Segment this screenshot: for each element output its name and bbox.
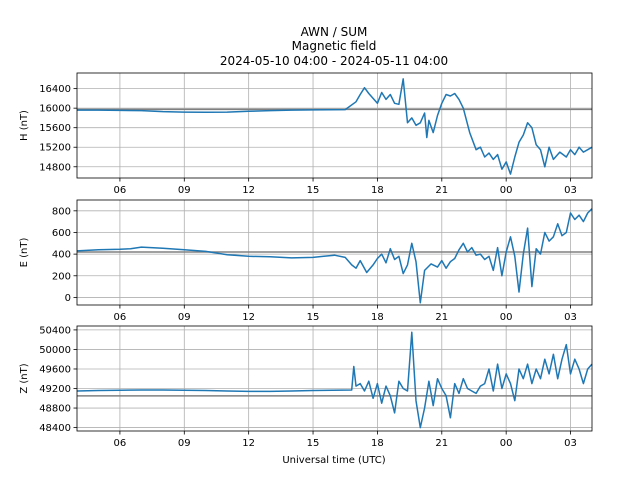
e-axes-frame	[76, 199, 593, 306]
title-time-range: 2024-05-10 04:00 - 2024-05-11 04:00	[220, 54, 448, 68]
z-x-tick-label: 00	[500, 438, 513, 449]
z-axes-frame	[76, 325, 593, 432]
z-series-line	[76, 331, 593, 429]
h-x-tick-label: 12	[242, 185, 255, 196]
e-y-tick-label: 600	[52, 228, 71, 239]
x-axis-label: Universal time (UTC)	[282, 455, 385, 466]
h-component-panel: 06 09 12 15 18 21 00 03 14800 15200 15600 16000 1640…	[19, 72, 593, 196]
h-y-tick-label: 15200	[39, 143, 71, 154]
h-y-axis-label: H (nT)	[19, 110, 30, 141]
z-y-tick-label: 50400	[39, 325, 71, 336]
title-station: AWN / SUM	[301, 25, 368, 39]
z-x-tick-label: 21	[435, 438, 448, 449]
e-series-line	[76, 208, 593, 304]
e-y-tick-label: 400	[52, 250, 71, 261]
z-y-tick-label: 50000	[39, 345, 71, 356]
h-series-line	[77, 78, 593, 175]
e-y-tick-label: 200	[52, 271, 71, 282]
z-y-tick-label: 48800	[39, 404, 71, 415]
e-component-panel: 06 09 12 15 18 21 00 03 0 200 400 600 800 E (nT)	[19, 199, 593, 323]
z-x-tick-label: 12	[242, 438, 255, 449]
e-x-tick-label: 21	[435, 312, 448, 323]
e-x-tick-label: 09	[178, 312, 191, 323]
e-x-tick-label: 18	[371, 312, 384, 323]
h-x-tick-label: 18	[371, 185, 384, 196]
z-y-tick-label: 49600	[39, 364, 71, 375]
title-quantity: Magnetic field	[292, 39, 377, 53]
h-x-tick-label: 15	[307, 185, 320, 196]
h-x-tick-label: 00	[500, 185, 513, 196]
h-x-tick-label: 21	[435, 185, 448, 196]
z-y-tick-label: 49200	[39, 384, 71, 395]
h-y-tick-label: 14800	[39, 162, 71, 173]
h-axes-frame	[76, 72, 593, 179]
e-x-tick-label: 06	[114, 312, 127, 323]
h-y-tick-label: 16400	[39, 84, 71, 95]
e-y-tick-label: 800	[52, 206, 71, 217]
z-component-panel: 06 09 12 15 18 21 00 03 48400 48800 49200 49600 5000…	[19, 325, 593, 449]
z-y-axis-label: Z (nT)	[19, 363, 30, 393]
h-x-tick-label: 06	[114, 185, 127, 196]
z-x-tick-label: 03	[564, 438, 577, 449]
e-x-tick-label: 00	[500, 312, 513, 323]
e-y-axis-label: E (nT)	[19, 238, 30, 268]
e-y-tick-label: 0	[65, 293, 71, 304]
z-x-tick-label: 18	[371, 438, 384, 449]
e-x-tick-label: 15	[307, 312, 320, 323]
e-x-tick-label: 12	[242, 312, 255, 323]
h-y-tick-label: 16000	[39, 104, 71, 115]
h-x-tick-label: 03	[564, 185, 577, 196]
e-x-tick-label: 03	[564, 312, 577, 323]
z-y-tick-label: 48400	[39, 423, 71, 434]
h-y-tick-label: 15600	[39, 123, 71, 134]
z-x-tick-label: 15	[307, 438, 320, 449]
z-x-tick-label: 09	[178, 438, 191, 449]
z-x-tick-label: 06	[114, 438, 127, 449]
h-x-tick-label: 09	[178, 185, 191, 196]
